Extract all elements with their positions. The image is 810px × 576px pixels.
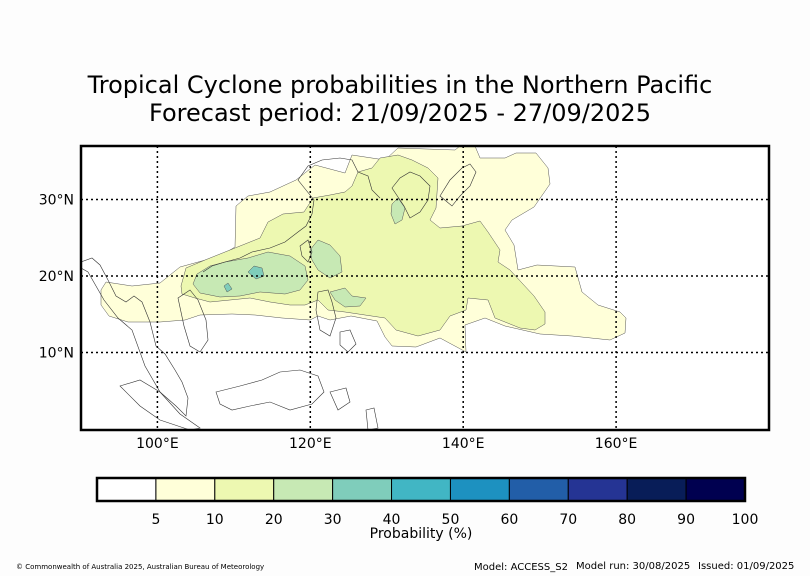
contour-20-30-taiwan [309,239,343,279]
colorbar-bin-5-10 [155,477,216,502]
chart-title-line1: Tropical Cyclone probabilities in the No… [87,71,713,99]
contour-30-40-a [247,265,265,280]
contour-20-30-philippine-sea [329,287,367,308]
colorbar-bin-40-50 [391,477,451,502]
lat-label-20: 20°N [39,269,74,285]
colorbar-bin-70-80 [567,477,628,502]
colorbar-bin-10-20 [214,477,275,502]
colorbar-tick-10: 10 [206,512,224,528]
lon-label-140: 140°E [442,436,485,452]
colorbar-ticks: 5 10 20 30 40 50 60 70 80 90 100 [151,512,758,528]
colorbar-frame [95,476,747,503]
colorbar-tick-40: 40 [383,512,401,528]
probability-contours [81,146,627,430]
colorbar-tick-50: 50 [442,512,460,528]
colorbar-tick-80: 80 [618,512,636,528]
colorbar-tick-5: 5 [151,512,160,528]
colorbar-tick-20: 20 [265,512,283,528]
lon-label-120: 120°E [289,436,332,452]
colorbar-label: Probability (%) [370,526,473,542]
lat-label-10: 10°N [39,346,74,362]
contour-20-30-korea [390,197,406,225]
colorbar-tick-30: 30 [324,512,342,528]
map-frame [79,144,771,432]
model-name: Model: ACCESS_S2 [474,562,568,573]
chart-title-line2: Forecast period: 21/09/2025 - 27/09/2025 [149,99,651,127]
lat-label-30: 30°N [39,193,74,209]
colorbar-bin-60-70 [508,477,569,502]
lon-label-100: 100°E [136,436,179,452]
colorbar-tick-60: 60 [500,512,518,528]
colorbar [96,477,746,502]
colorbar-bin-30-40 [332,477,393,502]
contour-30-40-b [223,282,233,293]
lon-label-160: 160°E [595,436,638,452]
colorbar-bin-90-100 [685,477,746,502]
colorbar-tick-90: 90 [677,512,695,528]
gridlines [81,146,769,430]
colorbar-bin-0-5 [96,477,157,502]
colorbar-bin-50-60 [449,477,510,502]
issued-date: Issued: 01/09/2025 [698,561,795,572]
colorbar-bin-80-90 [626,477,687,502]
coastlines [81,157,477,430]
model-run: Model run: 30/08/2025 [576,561,691,572]
colorbar-bin-20-30 [273,477,334,502]
colorbar-tick-100: 100 [732,512,759,528]
colorbar-tick-70: 70 [559,512,577,528]
copyright-text: © Commonwealth of Australia 2025, Austra… [16,563,265,571]
